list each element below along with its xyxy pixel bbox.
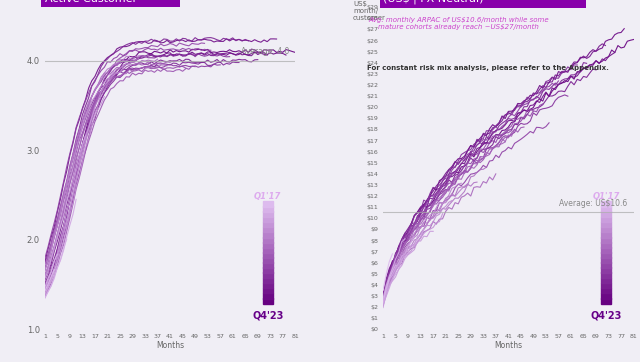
Bar (263, 288, 273, 294)
Bar (263, 237, 273, 243)
Bar (601, 268, 611, 273)
Bar (601, 201, 611, 207)
Bar (601, 222, 611, 227)
Bar (601, 242, 611, 248)
Bar (263, 257, 273, 263)
Bar (601, 283, 611, 289)
X-axis label: Months: Months (494, 341, 522, 350)
Bar (601, 206, 611, 212)
Bar (263, 293, 273, 299)
Bar (263, 247, 273, 253)
Bar (601, 262, 611, 268)
Bar (263, 227, 273, 232)
Bar (263, 298, 273, 304)
Bar (263, 206, 273, 212)
Text: US$
month/
customer: US$ month/ customer (353, 1, 386, 21)
Bar (263, 268, 273, 273)
Bar (601, 216, 611, 222)
Bar (601, 211, 611, 217)
Text: Avg. monthly ARPAC of US$10.6/month while some
mature cohorts already reach ~US$: Avg. monthly ARPAC of US$10.6/month whil… (368, 17, 548, 30)
Bar (263, 262, 273, 268)
Bar (263, 222, 273, 227)
Text: Average: 4.0: Average: 4.0 (241, 47, 289, 56)
Bar (601, 288, 611, 294)
Bar (601, 293, 611, 299)
Bar (601, 278, 611, 283)
Bar (601, 227, 611, 232)
Text: Q4'23: Q4'23 (252, 310, 284, 320)
Bar (263, 211, 273, 217)
Text: Q1'17: Q1'17 (593, 191, 620, 201)
Bar (601, 232, 611, 237)
Bar (601, 247, 611, 253)
Bar (263, 252, 273, 258)
Bar (263, 201, 273, 207)
Bar (263, 283, 273, 289)
Bar (601, 273, 611, 278)
Text: Q4'23: Q4'23 (590, 310, 621, 320)
Bar (263, 278, 273, 283)
Bar (263, 273, 273, 278)
Bar (601, 257, 611, 263)
Bar (263, 232, 273, 237)
Text: For constant risk mix analysis, please refer to the Appendix.: For constant risk mix analysis, please r… (367, 65, 609, 71)
Bar (601, 252, 611, 258)
Bar (263, 242, 273, 248)
X-axis label: Months: Months (156, 341, 184, 350)
Text: Monthly ARPAC by Quarterly Cohort
(US$ | FX Neutral): Monthly ARPAC by Quarterly Cohort (US$ |… (383, 0, 582, 4)
Bar (601, 237, 611, 243)
Text: Number of Products Per
Active Customer: Number of Products Per Active Customer (45, 0, 177, 4)
Bar (263, 216, 273, 222)
Text: Average: US$10.6: Average: US$10.6 (559, 199, 627, 208)
Text: Q1'17: Q1'17 (254, 191, 282, 201)
Bar (601, 298, 611, 304)
